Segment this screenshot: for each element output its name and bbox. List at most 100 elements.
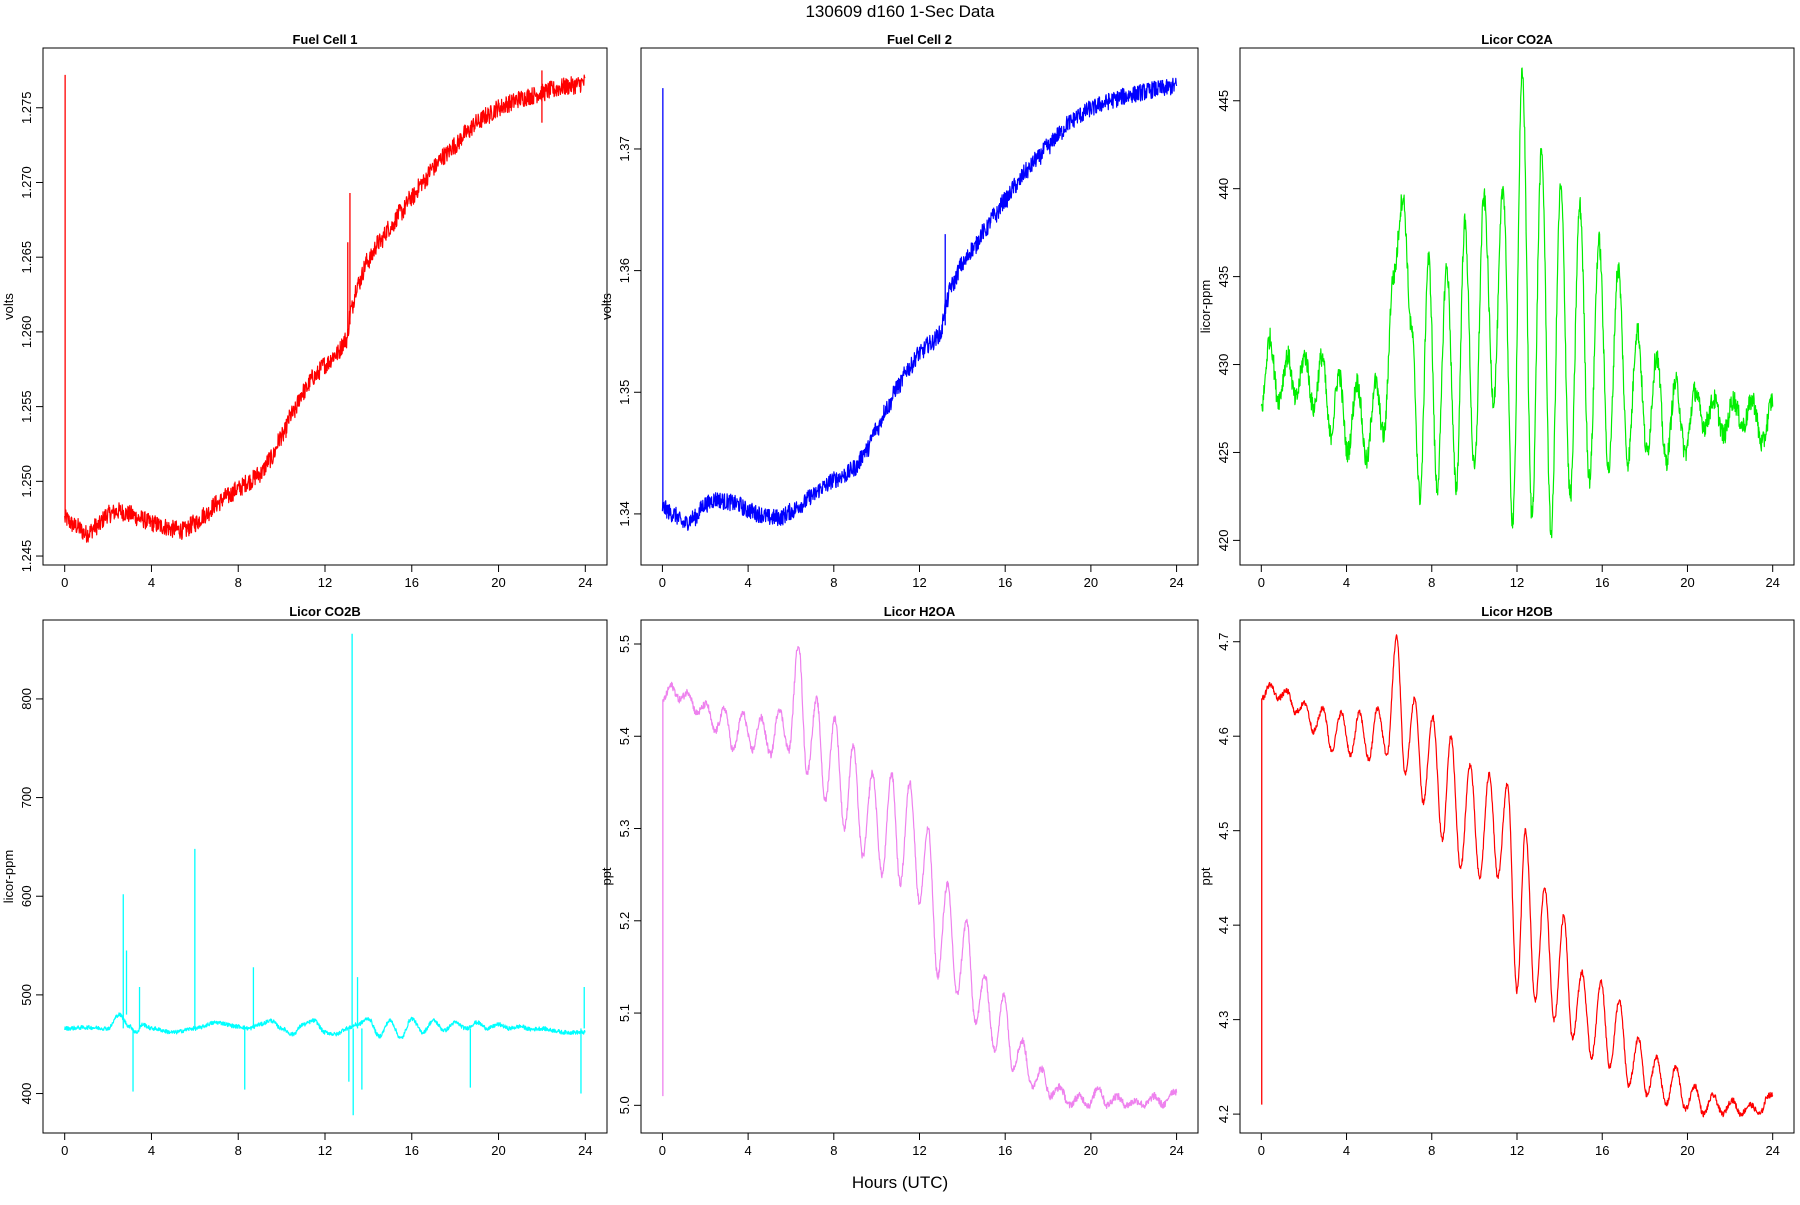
x-tick-label: 20 xyxy=(1084,1143,1098,1158)
y-tick-label: 5.3 xyxy=(617,819,632,837)
y-tick-label: 1.255 xyxy=(19,390,34,423)
y-tick-label: 800 xyxy=(19,688,34,710)
y-tick-label: 600 xyxy=(19,885,34,907)
y-axis: 4.2 4.3 4.4 4.5 4.6 4.7 xyxy=(1216,633,1240,1123)
plot-frame xyxy=(640,619,1199,1134)
x-tick-label: 16 xyxy=(1595,575,1609,590)
x-tick-label: 0 xyxy=(61,1143,68,1158)
y-tick-label: 4.7 xyxy=(1216,633,1231,651)
x-tick-label: 20 xyxy=(491,1143,505,1158)
x-tick-label: 8 xyxy=(1428,1143,1435,1158)
x-tick-label: 16 xyxy=(405,1143,419,1158)
x-tick-label: 4 xyxy=(148,575,155,590)
x-tick-label: 24 xyxy=(1169,575,1183,590)
x-axis: 0 4 8 12 16 20 24 xyxy=(1258,1132,1780,1158)
y-tick-label: 400 xyxy=(19,1083,34,1105)
y-tick-label: 1.245 xyxy=(19,540,34,573)
y-tick-label: 4.4 xyxy=(1216,916,1231,934)
x-tick-label: 4 xyxy=(1343,575,1350,590)
y-tick-label: 4.5 xyxy=(1216,822,1231,840)
x-tick-label: 24 xyxy=(1765,1143,1779,1158)
y-tick-label: 1.37 xyxy=(617,136,632,161)
x-tick-label: 24 xyxy=(578,575,592,590)
plot-frame xyxy=(1239,619,1795,1134)
y-tick-label: 5.1 xyxy=(617,1004,632,1022)
x-tick-label: 0 xyxy=(1258,575,1265,590)
series-line xyxy=(1261,634,1774,1118)
y-axis: 400 500 600 700 800 xyxy=(19,688,43,1104)
y-axis: 1.245 1.250 1.255 1.260 1.265 1.270 1.275 xyxy=(19,91,43,572)
y-axis: 5.0 5.1 5.2 5.3 5.4 5.5 xyxy=(617,635,641,1114)
panel-title: Fuel Cell 2 xyxy=(887,32,952,47)
series-group xyxy=(1260,67,1774,539)
y-tick-label: 1.35 xyxy=(617,380,632,405)
panel-3: Licor CO2A licor-ppm 0 4 8 12 16 20 24 420 425 430 4… xyxy=(1198,32,1795,590)
x-tick-label: 0 xyxy=(659,575,666,590)
x-tick-label: 12 xyxy=(912,1143,926,1158)
y-tick-label: 1.270 xyxy=(19,166,34,199)
y-tick-label: 430 xyxy=(1216,354,1231,376)
x-tick-label: 12 xyxy=(1510,575,1524,590)
y-tick-label: 5.0 xyxy=(617,1096,632,1114)
x-tick-label: 8 xyxy=(830,575,837,590)
y-tick-label: 4.6 xyxy=(1216,727,1231,745)
y-axis-label: licor-ppm xyxy=(1198,280,1213,333)
y-tick-label: 1.260 xyxy=(19,316,34,349)
series-group xyxy=(64,70,586,543)
x-tick-label: 0 xyxy=(659,1143,666,1158)
figure-title: 130609 d160 1-Sec Data xyxy=(805,2,995,21)
y-axis-label: ppt xyxy=(599,867,614,885)
x-axis: 0 4 8 12 16 20 24 xyxy=(659,564,1184,590)
series-group xyxy=(662,646,1178,1109)
x-tick-label: 8 xyxy=(830,1143,837,1158)
x-tick-label: 20 xyxy=(1680,575,1694,590)
x-tick-label: 20 xyxy=(1680,1143,1694,1158)
y-axis-label: licor-ppm xyxy=(1,850,16,903)
y-tick-label: 440 xyxy=(1216,178,1231,200)
x-tick-label: 20 xyxy=(491,575,505,590)
x-tick-label: 8 xyxy=(235,1143,242,1158)
x-axis: 0 4 8 12 16 20 24 xyxy=(61,564,593,590)
x-tick-label: 16 xyxy=(998,575,1012,590)
series-group xyxy=(1261,634,1774,1118)
y-tick-label: 435 xyxy=(1216,266,1231,288)
y-tick-label: 1.36 xyxy=(617,258,632,283)
x-tick-label: 12 xyxy=(318,1143,332,1158)
y-tick-label: 445 xyxy=(1216,90,1231,112)
y-tick-label: 420 xyxy=(1216,530,1231,552)
plot-frame xyxy=(42,47,608,566)
panel-title: Licor H2OB xyxy=(1481,604,1553,619)
plot-frame xyxy=(42,619,608,1134)
plot-frame xyxy=(640,47,1199,566)
x-tick-label: 24 xyxy=(1765,575,1779,590)
x-tick-label: 4 xyxy=(744,575,751,590)
x-tick-label: 4 xyxy=(148,1143,155,1158)
y-tick-label: 1.275 xyxy=(19,91,34,124)
y-tick-label: 1.265 xyxy=(19,241,34,274)
y-tick-label: 5.4 xyxy=(617,727,632,745)
y-tick-label: 1.34 xyxy=(617,501,632,526)
y-tick-label: 4.3 xyxy=(1216,1011,1231,1029)
y-axis-label: volts xyxy=(599,293,614,320)
panel-title: Licor CO2B xyxy=(289,604,361,619)
x-tick-label: 4 xyxy=(744,1143,751,1158)
x-tick-label: 12 xyxy=(912,575,926,590)
series-line xyxy=(662,646,1178,1109)
y-tick-label: 5.2 xyxy=(617,912,632,930)
y-tick-label: 5.5 xyxy=(617,635,632,653)
panel-title: Licor CO2A xyxy=(1481,32,1553,47)
y-axis: 1.34 1.35 1.36 1.37 xyxy=(617,136,641,527)
x-tick-label: 12 xyxy=(1510,1143,1524,1158)
x-tick-label: 24 xyxy=(1169,1143,1183,1158)
x-tick-label: 8 xyxy=(1428,575,1435,590)
series-line xyxy=(64,1012,586,1039)
x-tick-label: 16 xyxy=(405,575,419,590)
y-tick-label: 425 xyxy=(1216,442,1231,464)
y-tick-label: 500 xyxy=(19,984,34,1006)
